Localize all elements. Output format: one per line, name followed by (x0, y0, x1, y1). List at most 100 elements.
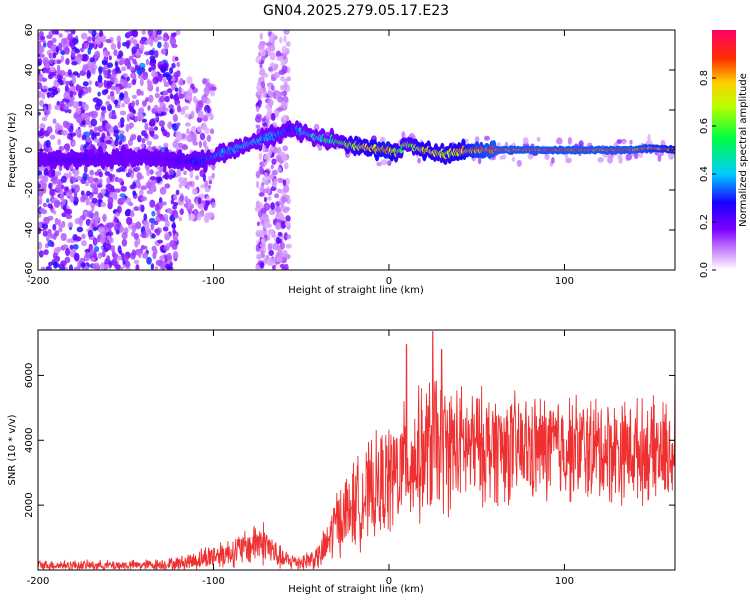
heatmap-noise-cell (82, 172, 88, 181)
heatmap-noise-cell (268, 35, 273, 45)
heatmap-noise-cell (90, 257, 96, 262)
heatmap-noise-cell (166, 266, 174, 270)
heatmap-noise-cell (140, 90, 144, 96)
heatmap-noise-cell (119, 266, 124, 270)
heatmap-noise-cell (58, 100, 65, 109)
heatmap-noise-cell (54, 200, 61, 206)
heatmap-noise-cell (196, 116, 203, 123)
heatmap-noise-cell (50, 241, 55, 248)
snr-series-line (38, 331, 675, 570)
heatmap-x-ticks: -200 -100 0 100 (27, 30, 574, 287)
heatmap-noise-cell (71, 75, 77, 84)
heatmap-noise-cell (38, 227, 42, 235)
heatmap-noise-cell (41, 181, 48, 189)
heatmap-noise-cell (143, 245, 148, 250)
heatmap-noise-cell (259, 162, 265, 167)
heatmap-noise-cell (174, 87, 179, 92)
snr-y-tick-label: 6000 (24, 363, 35, 388)
heatmap-noise-cell (137, 74, 143, 79)
heatmap-y-tick-label: 20 (24, 104, 35, 117)
heatmap-noise-cell (522, 137, 529, 145)
heatmap-noise-cell (157, 74, 163, 82)
heatmap-noise-cell (64, 30, 71, 33)
heatmap-noise-cell (49, 66, 56, 74)
heatmap-noise-cell (113, 129, 120, 134)
heatmap-noise-cell (106, 176, 111, 185)
heatmap-x-tick-label: 100 (555, 276, 574, 287)
heatmap-noise-cell (80, 47, 85, 53)
heatmap-noise-cell (286, 234, 292, 240)
heatmap-noise-cell (474, 136, 480, 143)
heatmap-noise-cell (65, 80, 70, 86)
heatmap-noise-cell (101, 132, 106, 140)
heatmap-noise-cell (267, 66, 273, 72)
heatmap-noise-cell (160, 265, 166, 270)
heatmap-noise-cell (88, 30, 93, 34)
heatmap-noise-cell (107, 197, 114, 205)
heatmap-noise-cell (77, 260, 82, 270)
heatmap-noise-cell (287, 66, 291, 74)
heatmap-noise-cell (267, 228, 275, 234)
heatmap-noise-cell (97, 91, 101, 97)
heatmap-noise-cell (124, 210, 131, 217)
heatmap-noise-cell (267, 50, 272, 57)
heatmap-noise-cell (279, 242, 286, 250)
heatmap-noise-cell (120, 57, 125, 65)
heatmap-noise-cell (142, 100, 148, 106)
heatmap-noise-cell (177, 105, 181, 113)
heatmap-noise-cell (136, 180, 141, 189)
heatmap-noise-cell (64, 46, 70, 55)
heatmap-noise-cell (41, 116, 48, 122)
heatmap-noise-cell (48, 261, 53, 267)
heatmap-noise-cell (54, 217, 59, 225)
heatmap-noise-cell (131, 249, 136, 257)
heatmap-noise-cell (285, 243, 292, 249)
heatmap-y-axis-label: Frequency (Hz) (7, 112, 18, 188)
heatmap-noise-cell (123, 255, 129, 263)
heatmap-noise-cell (97, 192, 103, 200)
heatmap-noise-cell (275, 50, 282, 58)
heatmap-noise-cell (122, 73, 128, 78)
heatmap-noise-cell (115, 66, 120, 72)
heatmap-noise-cell (275, 236, 281, 245)
heatmap-noise-cell (155, 86, 160, 93)
heatmap-noise-cell (123, 96, 131, 105)
heatmap-noise-cell (168, 104, 174, 109)
heatmap-noise-cell (47, 169, 55, 178)
heatmap-noise-cell (202, 97, 208, 104)
heatmap-noise-cell (184, 113, 190, 118)
heatmap-noise-cell (267, 243, 272, 251)
heatmap-noise-cell (88, 80, 93, 86)
heatmap-noise-cell (61, 212, 67, 218)
heatmap-noise-cell (137, 135, 142, 143)
heatmap-noise-cell (46, 198, 50, 204)
heatmap-noise-cell (152, 76, 159, 85)
heatmap-noise-cell (206, 134, 212, 142)
heatmap-noise-cell (527, 152, 534, 160)
heatmap-noise-cell (269, 173, 275, 180)
heatmap-noise-cell (157, 41, 162, 49)
heatmap-noise-cell (101, 106, 106, 111)
heatmap-noise-cell (179, 77, 184, 86)
heatmap-noise-cell (99, 178, 103, 186)
heatmap-noise-cell (417, 157, 421, 164)
heatmap-noise-cell (71, 61, 78, 66)
heatmap-noise-cell (607, 156, 613, 164)
heatmap-noise-cell (107, 62, 113, 68)
heatmap-noise-cell (280, 84, 285, 91)
heatmap-noise-cell (184, 195, 189, 203)
heatmap-noise-cell (42, 175, 49, 183)
heatmap-noise-cell (178, 183, 183, 189)
heatmap-noise-cell (81, 233, 86, 239)
heatmap-noise-cell (100, 35, 107, 43)
heatmap-noise-cell (202, 123, 207, 131)
snr-panel: -200 -100 0 100 6000 4000 2000 Height of stra… (7, 329, 676, 595)
snr-x-tick-label: -100 (202, 576, 225, 587)
heatmap-noise-cell (69, 195, 75, 203)
heatmap-noise-cell (119, 130, 125, 135)
heatmap-noise-cell (54, 171, 62, 176)
heatmap-noise-cell (259, 67, 265, 73)
heatmap-noise-cell (162, 105, 166, 113)
heatmap-noise-cell (100, 236, 106, 245)
heatmap-noise-cell (263, 155, 268, 160)
